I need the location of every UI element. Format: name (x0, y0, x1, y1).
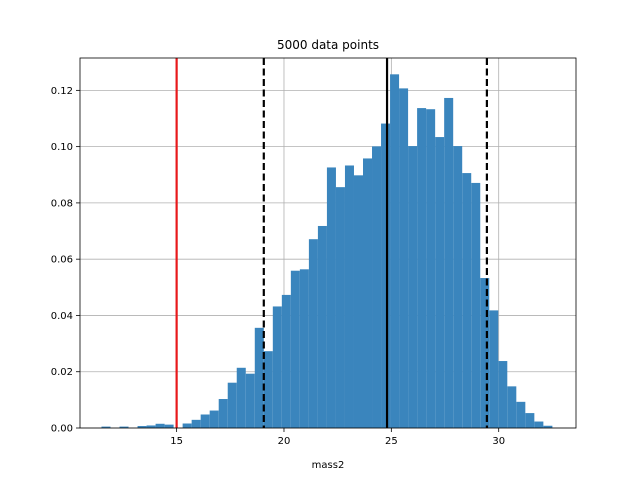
y-tick-label: 0.00 (51, 424, 73, 435)
histogram-bar (326, 167, 336, 429)
histogram-bar (471, 182, 481, 428)
histogram-bar (516, 401, 526, 428)
y-tick-label: 0.12 (51, 86, 73, 97)
histogram-bar (290, 270, 300, 428)
histogram-bar (191, 419, 201, 428)
histogram-bar (381, 123, 391, 429)
bars (101, 74, 553, 429)
chart-title: 5000 data points (277, 38, 379, 52)
histogram-bar (146, 425, 156, 428)
histogram-bar (308, 239, 318, 428)
histogram-bar (272, 306, 282, 428)
histogram-bar (417, 108, 427, 428)
histogram-bar (353, 175, 363, 428)
histogram-bar (200, 414, 210, 428)
histogram-bar (462, 173, 472, 428)
x-tick-label: 20 (278, 436, 291, 447)
x-axis-label: mass2 (312, 460, 345, 471)
y-tick-label: 0.08 (51, 198, 73, 209)
histogram-bar (101, 426, 111, 428)
x-tick-label: 25 (385, 436, 398, 447)
y-tick-label: 0.04 (51, 311, 73, 322)
histogram-bar (164, 424, 174, 428)
histogram-bar (399, 88, 409, 429)
histogram-bar (227, 382, 237, 428)
histogram-bar (281, 294, 291, 428)
histogram-bar (362, 158, 373, 428)
histogram-bar (444, 97, 454, 428)
y-axis-ticks: 0.00 0.02 0.04 0.06 0.08 0.10 0.12 (51, 86, 80, 435)
x-tick-label: 30 (492, 436, 505, 447)
histogram-bar (137, 426, 147, 428)
y-tick-label: 0.06 (51, 255, 73, 266)
histogram-bar (218, 399, 228, 428)
histogram-bar (408, 146, 418, 429)
histogram-bar (435, 137, 445, 428)
histogram-bar (489, 310, 499, 428)
histogram-bar (299, 269, 309, 428)
histogram-bar (498, 361, 508, 428)
histogram-bar (344, 165, 354, 428)
histogram-bar (534, 421, 544, 428)
histogram-bar (390, 74, 400, 428)
histogram-bar (245, 373, 255, 428)
histogram-bar (335, 187, 345, 428)
histogram-bar (480, 278, 490, 428)
histogram-bar (426, 109, 436, 429)
histogram-bar (543, 425, 553, 428)
histogram-bar (453, 146, 463, 429)
y-tick-label: 0.02 (51, 367, 73, 378)
x-axis-ticks: 15 20 25 30 (170, 428, 505, 447)
histogram-bar (317, 225, 327, 428)
y-tick-label: 0.10 (51, 142, 73, 153)
histogram-bar (236, 367, 246, 428)
plot-frame (79, 57, 577, 429)
histogram-bar (263, 351, 273, 428)
histogram-bar (254, 327, 264, 428)
histogram-bar (209, 410, 219, 428)
histogram-bar (525, 413, 535, 428)
histogram-bar (155, 423, 165, 428)
x-tick-label: 15 (170, 436, 183, 447)
histogram-bar (182, 423, 192, 428)
histogram-bar (507, 386, 517, 428)
histogram-bar (119, 426, 129, 428)
reference-lines (175, 58, 488, 428)
histogram-bar (372, 146, 382, 429)
